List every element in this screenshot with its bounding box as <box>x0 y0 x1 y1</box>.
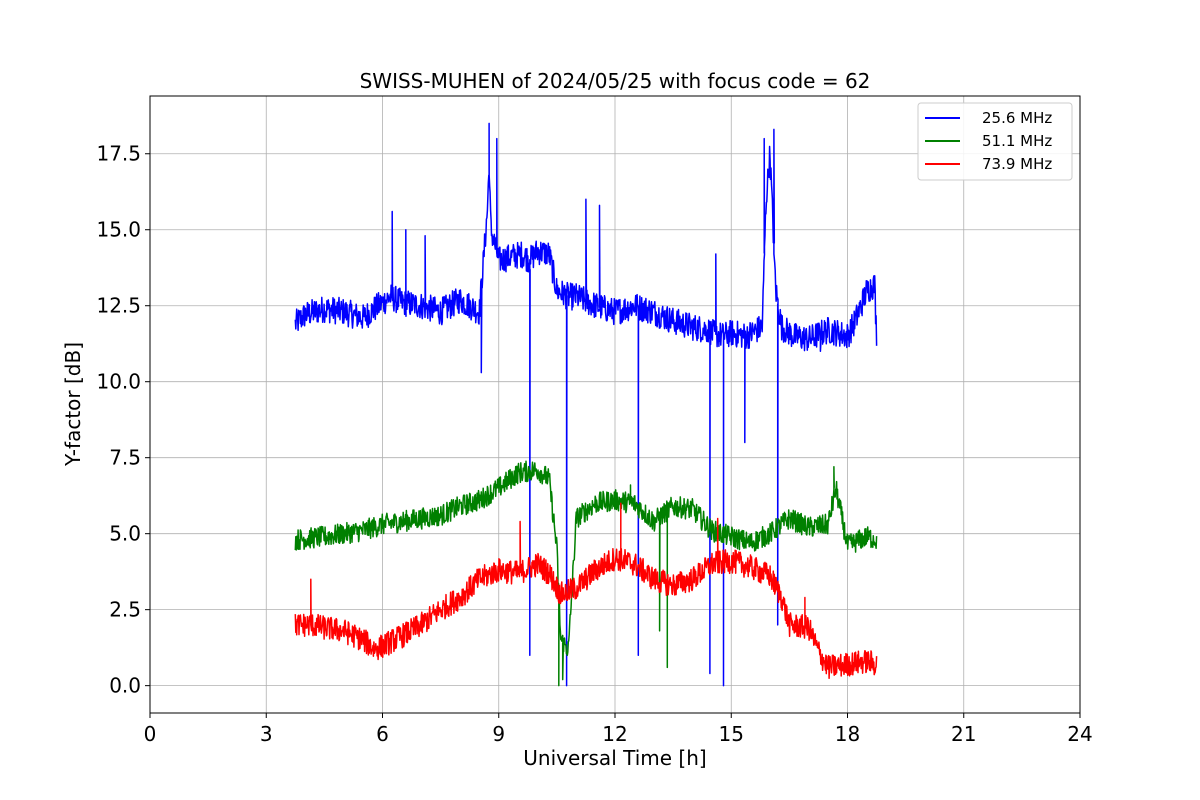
x-axis-ticks: 0 3 6 9 12 15 18 21 24 <box>144 713 1093 746</box>
x-tick-label: 3 <box>260 722 273 746</box>
y-tick-label: 5.0 <box>109 522 141 546</box>
legend: 25.6 MHz 51.1 MHz 73.9 MHz <box>917 102 1073 181</box>
series-line-2 <box>294 460 878 687</box>
x-tick-label: 12 <box>602 722 627 746</box>
grid-lines <box>150 96 1080 713</box>
x-axis-title: Universal Time [h] <box>523 746 706 770</box>
x-tick-label: 15 <box>719 722 744 746</box>
series-layer <box>294 122 878 687</box>
x-tick-label: 0 <box>144 722 157 746</box>
x-tick-label: 9 <box>492 722 505 746</box>
legend-label-2: 51.1 MHz <box>982 132 1052 150</box>
x-tick-label: 6 <box>376 722 389 746</box>
x-tick-label: 18 <box>835 722 860 746</box>
y-tick-label: 15.0 <box>96 218 141 242</box>
y-tick-label: 2.5 <box>109 598 141 622</box>
y-tick-label: 7.5 <box>109 446 141 470</box>
y-axis-title: Y-factor [dB] <box>61 342 85 467</box>
y-tick-label: 10.0 <box>96 370 141 394</box>
x-tick-label: 21 <box>951 722 976 746</box>
chart-title: SWISS-MUHEN of 2024/05/25 with focus cod… <box>360 69 871 93</box>
legend-label-3: 73.9 MHz <box>982 155 1052 173</box>
series-line-3 <box>294 502 878 680</box>
legend-box <box>917 102 1073 181</box>
y-axis-ticks: 0.0 2.5 5.0 7.5 10.0 12.5 15.0 17.5 <box>96 142 150 698</box>
x-tick-label: 24 <box>1067 722 1092 746</box>
y-tick-label: 0.0 <box>109 674 141 698</box>
series-line-1 <box>294 122 878 687</box>
legend-label-1: 25.6 MHz <box>982 109 1052 127</box>
y-tick-label: 12.5 <box>96 294 141 318</box>
y-tick-label: 17.5 <box>96 142 141 166</box>
